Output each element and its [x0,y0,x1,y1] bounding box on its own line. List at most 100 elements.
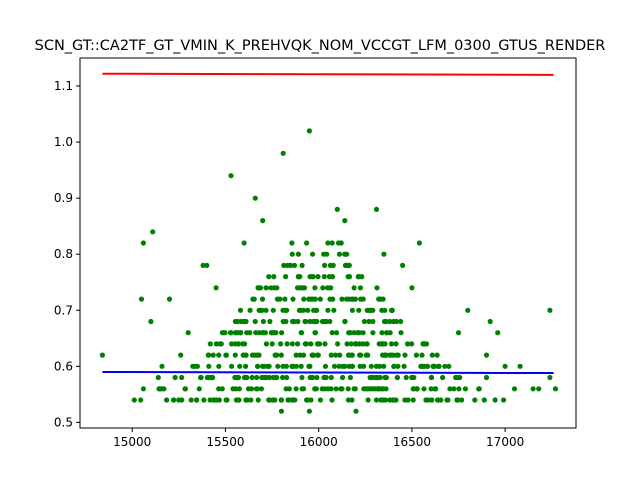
data-point [312,386,318,392]
data-point [309,274,315,280]
data-point [428,386,434,392]
data-point [398,330,404,336]
data-point [190,363,196,369]
data-point [517,363,523,369]
data-point [357,285,363,291]
data-point [185,330,191,336]
data-point [334,330,340,336]
data-point [411,386,417,392]
data-point [377,296,384,302]
data-point [229,363,235,369]
data-point [322,363,329,369]
data-point [307,374,313,381]
data-point [315,341,321,347]
data-point [266,274,272,280]
data-point [311,307,317,313]
data-point [349,352,355,358]
data-point [368,363,374,369]
data-point [364,341,370,347]
data-point [374,285,380,291]
data-point [326,285,332,291]
data-point [345,386,351,392]
data-point [223,397,229,403]
data-point [310,296,316,302]
data-point [220,330,226,336]
data-point [259,296,266,302]
data-point [244,374,250,381]
data-point [391,363,397,369]
data-point [279,330,285,336]
data-point [342,218,348,224]
data-point [178,352,184,358]
data-point [429,397,435,403]
data-point [376,363,383,369]
data-point [259,363,266,369]
data-point [249,374,255,381]
data-point [283,318,289,325]
data-point [369,374,375,381]
data-point [219,386,225,392]
data-point [298,330,304,336]
data-point [402,397,408,403]
data-point [325,386,331,392]
x-tick-label: 17000 [486,435,524,449]
data-point [243,363,249,369]
data-point [237,363,243,369]
data-point [428,374,434,381]
data-point [435,363,441,369]
data-point [253,386,259,392]
data-point [252,352,258,358]
data-point [176,397,182,403]
data-point [378,397,384,403]
data-point [283,274,289,280]
data-point [419,352,425,358]
data-point [462,386,468,392]
data-point [252,318,258,325]
data-point [373,397,380,403]
data-point [275,363,281,369]
data-point [429,352,435,358]
data-point [334,206,340,212]
data-point [290,397,296,403]
data-point [259,374,265,381]
data-point [285,397,291,403]
data-point [315,352,321,358]
data-point [370,330,376,336]
data-point [327,296,333,302]
data-point [409,341,415,347]
data-point [269,341,275,347]
x-tick-label: 16000 [300,435,338,449]
data-point [536,386,542,392]
data-point [339,296,345,302]
data-point [346,330,352,336]
data-point [317,296,323,302]
data-point [260,218,266,224]
data-point [440,374,446,381]
data-point [483,352,490,358]
data-point [349,363,355,369]
data-point [351,330,357,336]
data-point [278,352,284,358]
data-point [335,341,341,347]
data-point [390,397,396,403]
data-point [370,318,376,325]
data-point [295,341,301,347]
data-point [310,251,316,257]
data-point [284,341,290,347]
data-points [99,128,559,414]
data-point [416,240,422,246]
data-point [329,240,335,246]
data-point [283,363,289,369]
data-point [301,296,307,302]
plot-frame [79,57,577,429]
data-point [164,397,170,403]
data-point [305,307,311,313]
data-point [329,274,336,280]
y-tick-label: 0.8 [54,247,73,261]
x-axis: 15000 15500 16000 16500 17000 [113,428,524,449]
data-point [325,240,331,246]
data-point [280,150,286,156]
data-point [360,330,366,336]
data-point [241,240,247,246]
data-point [243,318,249,325]
